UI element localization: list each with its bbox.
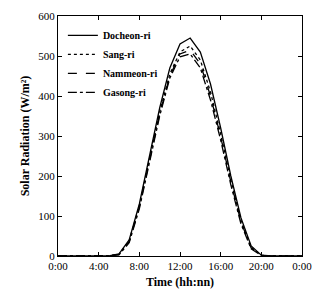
svg-text:300: 300 — [38, 130, 55, 142]
svg-text:200: 200 — [38, 170, 55, 182]
svg-text:4:00: 4:00 — [89, 260, 109, 272]
svg-text:500: 500 — [38, 50, 55, 62]
svg-text:600: 600 — [38, 10, 55, 22]
svg-text:Solar Radiation (W/m²): Solar Radiation (W/m²) — [18, 76, 32, 197]
svg-text:100: 100 — [38, 210, 55, 222]
svg-text:0: 0 — [49, 250, 55, 262]
svg-text:Docheon-ri: Docheon-ri — [103, 30, 151, 41]
svg-text:0:00: 0:00 — [292, 260, 312, 272]
svg-text:400: 400 — [38, 90, 55, 102]
svg-text:16:00: 16:00 — [208, 260, 234, 272]
svg-text:Time (hh:nn): Time (hh:nn) — [146, 275, 214, 289]
svg-text:12:00: 12:00 — [167, 260, 193, 272]
svg-text:20:00: 20:00 — [249, 260, 275, 272]
svg-text:Sang-ri: Sang-ri — [103, 49, 135, 60]
svg-text:Gasong-ri: Gasong-ri — [103, 87, 146, 98]
svg-text:0:00: 0:00 — [48, 260, 68, 272]
svg-text:8:00: 8:00 — [130, 260, 150, 272]
svg-text:Nammeon-ri: Nammeon-ri — [103, 68, 158, 79]
